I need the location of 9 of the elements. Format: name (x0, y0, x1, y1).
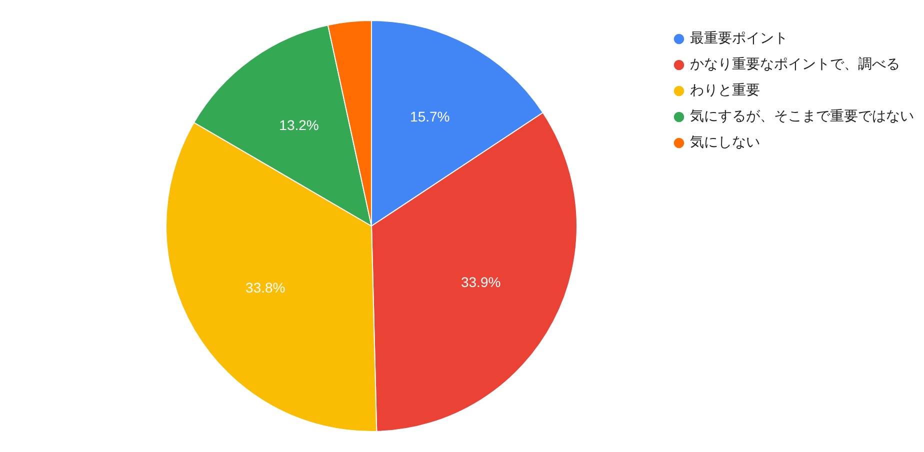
legend-label: 気にしない (690, 134, 760, 151)
legend-label: わりと重要 (690, 82, 760, 99)
legend-label: かなり重要なポイントで、調べる (690, 56, 900, 73)
data-label: 33.9% (460, 274, 501, 290)
legend-label: 気にするが、そこまで重要ではない (690, 108, 914, 125)
data-label: 33.8% (246, 280, 286, 296)
data-label: 15.7% (410, 108, 450, 124)
data-label: 13.2% (279, 117, 319, 134)
legend-label: 最重要ポイント (690, 30, 788, 47)
